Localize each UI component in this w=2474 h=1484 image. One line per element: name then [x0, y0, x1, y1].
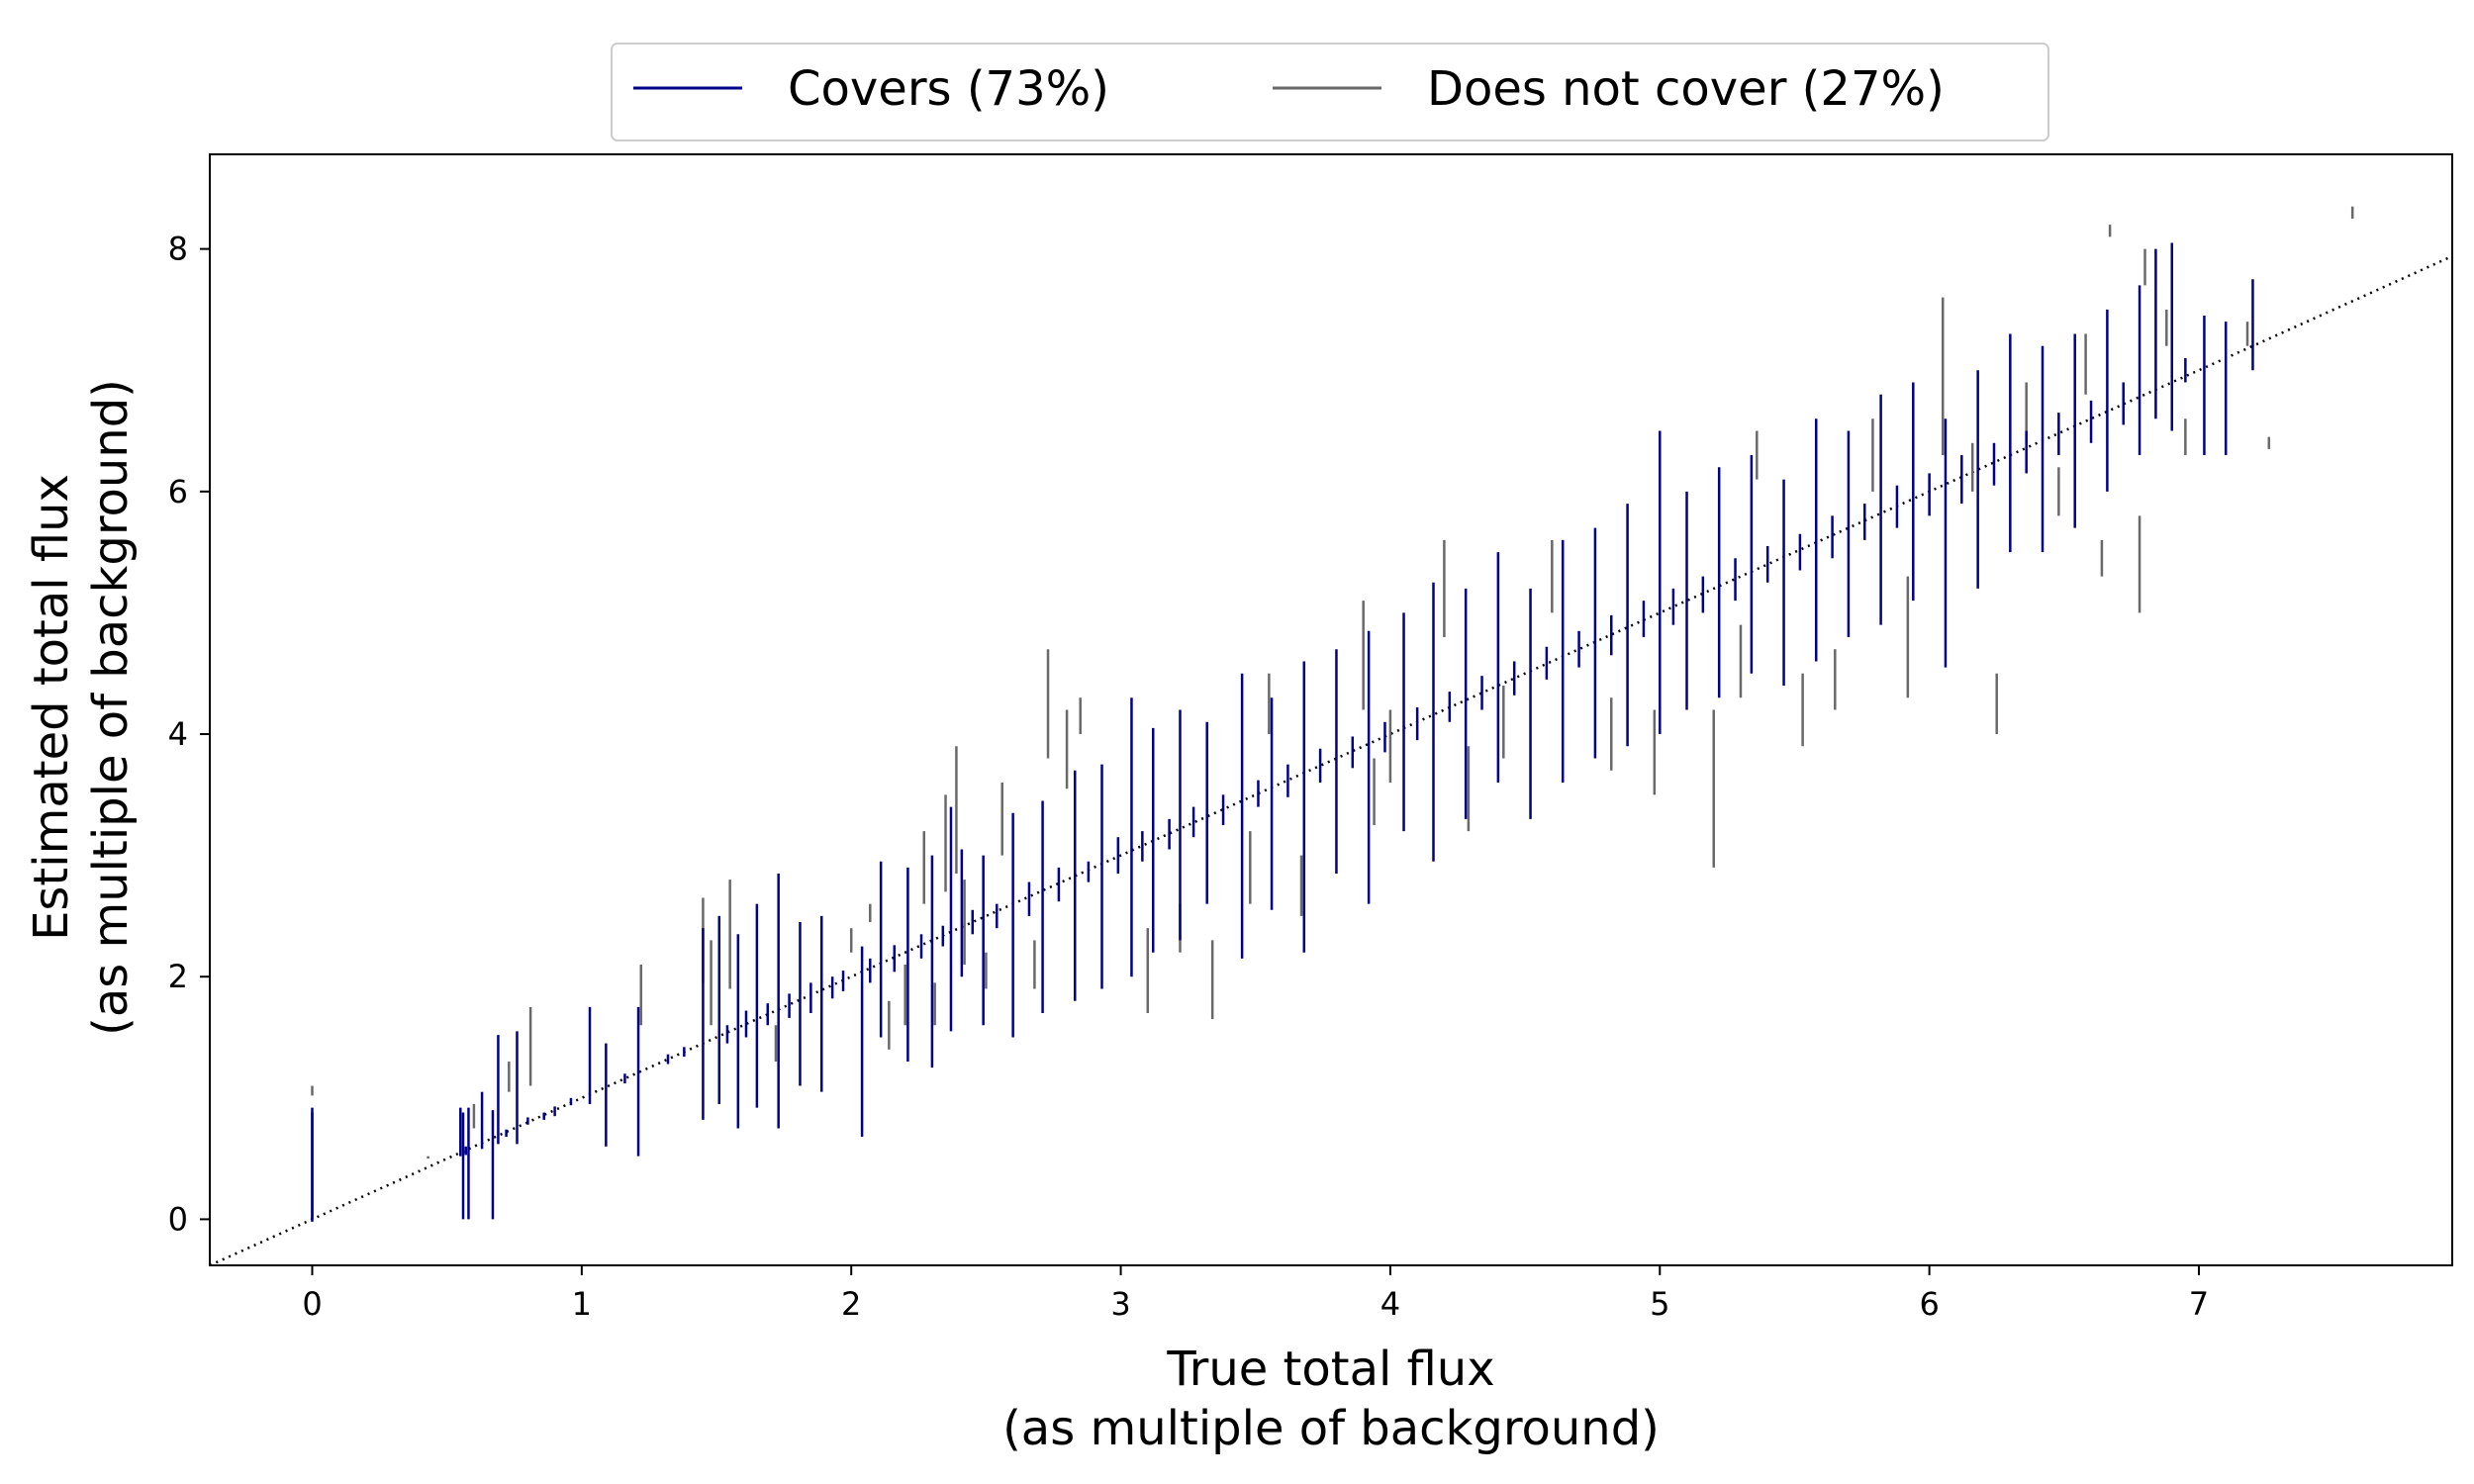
- y-axis-title-line2: (as multiple of background): [83, 379, 139, 1036]
- legend-frame: [611, 43, 2049, 141]
- x-tick-label: 7: [2189, 1285, 2209, 1323]
- y-tick-label: 8: [168, 231, 188, 268]
- plot-background: [210, 154, 2452, 1265]
- x-tick-label: 4: [1380, 1285, 1400, 1323]
- y-axis-title-line1: Estimated total flux: [24, 474, 79, 941]
- x-axis-title-line2: (as multiple of background): [1002, 1401, 1660, 1456]
- y-tick-label: 2: [168, 958, 188, 995]
- x-axis-title-line1: True total flux: [1166, 1342, 1494, 1397]
- series-does-not-cover-27: [311, 206, 2354, 1159]
- x-axis-ticks: 0 1 2 3 4 5 6 7: [302, 1265, 2209, 1323]
- x-tick-label: 0: [302, 1285, 322, 1323]
- legend-label-does-not-cover: Does not cover (27%): [1427, 61, 1945, 117]
- x-tick-label: 5: [1650, 1285, 1669, 1323]
- legend-label-covers: Covers (73%): [788, 61, 1109, 117]
- plot-frame: [209, 153, 2453, 1266]
- plot-area: [209, 153, 2453, 1266]
- y-tick-label: 6: [168, 473, 188, 510]
- x-tick-label: 2: [841, 1285, 861, 1323]
- y-axis-ticks: 0 2 4 6 8: [168, 231, 210, 1238]
- x-tick-label: 6: [1919, 1285, 1939, 1323]
- y-tick-label: 4: [168, 715, 188, 753]
- x-tick-label: 1: [572, 1285, 592, 1323]
- reference-line: [210, 254, 2452, 1265]
- y-tick-label: 0: [168, 1200, 188, 1238]
- series-layer: [311, 206, 2354, 1222]
- reference-line-layer: [210, 254, 2452, 1265]
- x-tick-label: 3: [1110, 1285, 1130, 1323]
- legend: Covers (73%) Does not cover (27%): [611, 43, 2049, 141]
- series-covers-73: [311, 242, 2254, 1222]
